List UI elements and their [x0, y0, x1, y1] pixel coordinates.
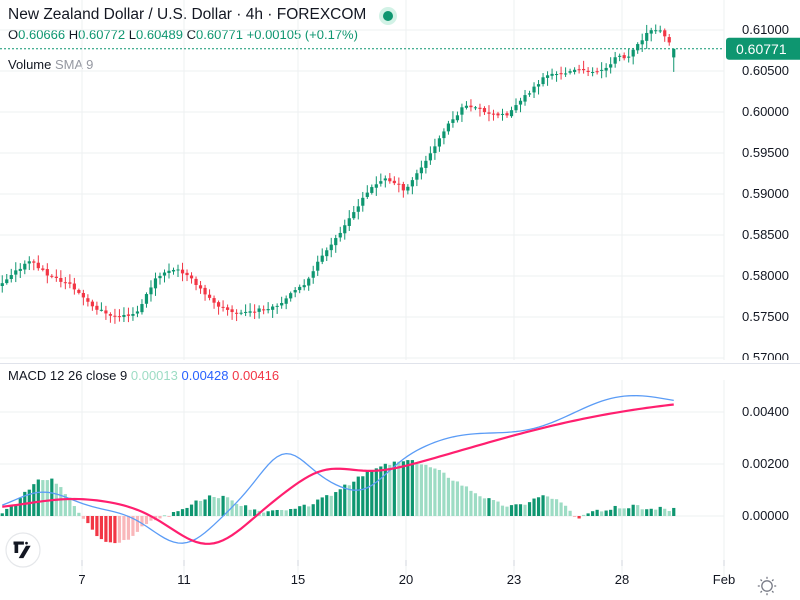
svg-text:0.58500: 0.58500	[742, 227, 789, 242]
svg-text:7: 7	[78, 572, 85, 587]
svg-text:0.00000: 0.00000	[742, 508, 789, 523]
svg-text:20: 20	[399, 572, 413, 587]
svg-text:0.57000: 0.57000	[742, 350, 789, 360]
svg-text:0.59500: 0.59500	[742, 145, 789, 160]
svg-text:0.59000: 0.59000	[742, 186, 789, 201]
svg-text:0.60771: 0.60771	[736, 41, 787, 57]
svg-text:11: 11	[177, 572, 191, 587]
svg-text:0.00400: 0.00400	[742, 404, 789, 419]
svg-text:0.58000: 0.58000	[742, 268, 789, 283]
svg-text:0.60500: 0.60500	[742, 63, 789, 78]
svg-text:Feb: Feb	[713, 572, 735, 587]
svg-text:0.61000: 0.61000	[742, 22, 789, 37]
svg-text:28: 28	[615, 572, 629, 587]
svg-text:0.00200: 0.00200	[742, 456, 789, 471]
svg-text:23: 23	[507, 572, 521, 587]
svg-text:0.60000: 0.60000	[742, 104, 789, 119]
svg-text:0.57500: 0.57500	[742, 309, 789, 324]
svg-text:15: 15	[291, 572, 305, 587]
